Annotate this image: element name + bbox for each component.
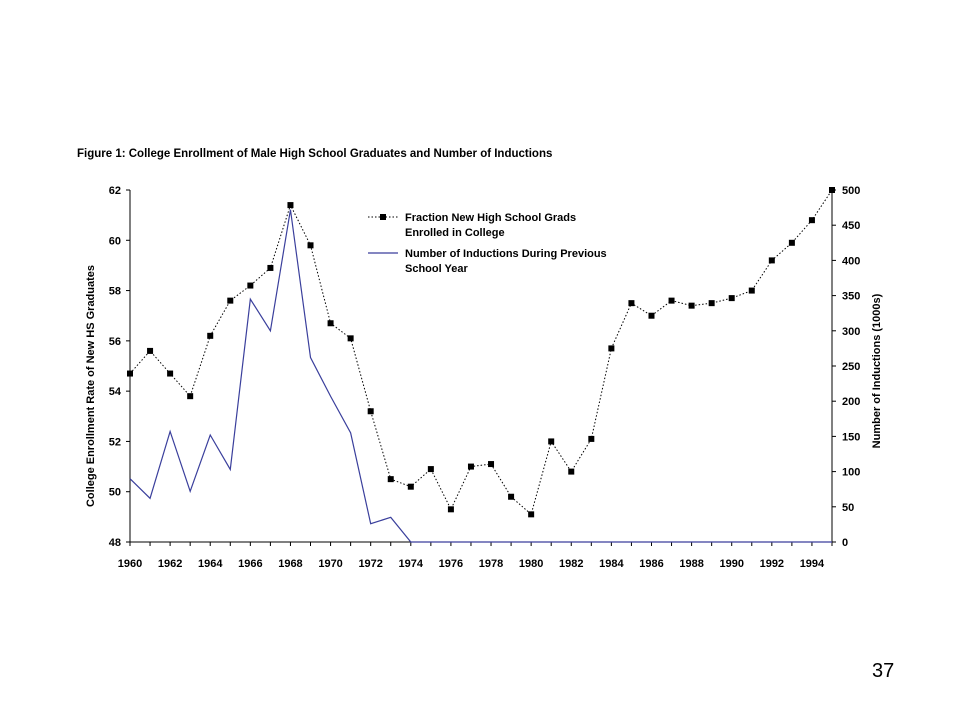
data-point-enrollment bbox=[588, 435, 595, 442]
chart-title: Figure 1: College Enrollment of Male Hig… bbox=[77, 148, 553, 160]
y2-tick-label: 400 bbox=[842, 255, 860, 267]
y-tick-label: 58 bbox=[109, 286, 121, 298]
y-tick-label: 52 bbox=[109, 436, 121, 448]
legend-label-enrollment: Fraction New High School Grads bbox=[405, 212, 576, 224]
legend-marker-enrollment bbox=[380, 214, 386, 220]
data-point-enrollment bbox=[748, 287, 755, 294]
x-tick-label: 1978 bbox=[479, 558, 503, 570]
x-tick-label: 1966 bbox=[238, 558, 262, 570]
y2-tick-label: 50 bbox=[842, 502, 854, 514]
data-point-enrollment bbox=[247, 282, 254, 289]
legend-label-inductions-line2: School Year bbox=[405, 263, 468, 275]
y-tick-label: 48 bbox=[109, 537, 121, 549]
y-tick-label: 50 bbox=[109, 487, 121, 499]
data-point-enrollment bbox=[528, 511, 535, 518]
data-point-enrollment bbox=[347, 335, 354, 342]
data-point-enrollment bbox=[387, 476, 394, 483]
data-point-enrollment bbox=[307, 242, 314, 249]
x-tick-label: 1960 bbox=[118, 558, 142, 570]
x-tick-label: 1986 bbox=[639, 558, 663, 570]
plot-area bbox=[129, 190, 833, 543]
data-point-enrollment bbox=[267, 264, 274, 271]
series-line-inductions bbox=[129, 209, 832, 543]
y2-tick-label: 500 bbox=[842, 185, 860, 197]
y2-tick-label: 250 bbox=[842, 361, 860, 373]
data-point-enrollment bbox=[327, 320, 334, 327]
x-tick-label: 1970 bbox=[318, 558, 342, 570]
y-axis-right: 0 50 100 150 200 250 300 350 400 450 500 bbox=[832, 185, 860, 549]
data-point-enrollment bbox=[167, 370, 174, 377]
x-axis: 1960 1962 1964 1966 1968 1970 1972 1974 1976 1978… bbox=[118, 542, 833, 570]
data-point-enrollment bbox=[127, 370, 133, 377]
x-tick-label: 1988 bbox=[679, 558, 703, 570]
y-axis-left: 48 50 52 54 56 58 60 62 bbox=[109, 185, 130, 549]
y-tick-label: 54 bbox=[109, 386, 122, 398]
data-point-enrollment bbox=[648, 312, 655, 319]
y2-tick-label: 350 bbox=[842, 291, 860, 303]
y2-tick-label: 150 bbox=[842, 431, 860, 443]
data-point-enrollment bbox=[227, 297, 234, 304]
x-tick-label: 1972 bbox=[358, 558, 382, 570]
data-point-enrollment bbox=[427, 466, 434, 473]
data-point-enrollment bbox=[508, 493, 515, 500]
y-tick-label: 56 bbox=[109, 336, 121, 348]
x-tick-label: 1962 bbox=[158, 558, 182, 570]
x-tick-label: 1994 bbox=[800, 558, 825, 570]
data-point-enrollment bbox=[808, 217, 815, 224]
y-tick-label: 62 bbox=[109, 185, 121, 197]
y2-tick-label: 300 bbox=[842, 326, 860, 338]
x-tick-label: 1992 bbox=[760, 558, 784, 570]
data-point-enrollment bbox=[728, 295, 735, 302]
y-tick-label: 60 bbox=[109, 235, 121, 247]
data-point-enrollment bbox=[447, 506, 454, 513]
x-tick-label: 1974 bbox=[399, 558, 424, 570]
data-point-enrollment bbox=[287, 202, 294, 209]
data-point-enrollment bbox=[628, 300, 635, 307]
data-point-enrollment bbox=[548, 438, 555, 445]
page-number: 37 bbox=[872, 660, 895, 682]
y-axis-left-label: College Enrollment Rate of New HS Gradua… bbox=[85, 265, 97, 507]
data-point-enrollment bbox=[407, 483, 414, 490]
x-tick-label: 1976 bbox=[439, 558, 463, 570]
x-tick-label: 1968 bbox=[278, 558, 302, 570]
data-point-enrollment bbox=[788, 239, 795, 246]
y2-tick-label: 450 bbox=[842, 220, 860, 232]
data-point-enrollment bbox=[608, 345, 615, 352]
data-point-enrollment bbox=[668, 297, 675, 304]
y-axis-right-label: Number of Inductions (1000s) bbox=[871, 293, 883, 448]
y2-tick-label: 0 bbox=[842, 537, 848, 549]
data-point-enrollment bbox=[187, 393, 194, 400]
data-point-enrollment bbox=[207, 332, 214, 339]
x-tick-label: 1980 bbox=[519, 558, 543, 570]
data-point-enrollment bbox=[768, 257, 775, 264]
x-tick-label: 1984 bbox=[599, 558, 624, 570]
data-point-enrollment bbox=[688, 302, 695, 309]
legend-label-inductions: Number of Inductions During Previous bbox=[405, 248, 607, 260]
x-tick-label: 1990 bbox=[719, 558, 743, 570]
data-point-enrollment bbox=[488, 461, 495, 468]
y2-tick-label: 100 bbox=[842, 467, 860, 479]
x-tick-label: 1964 bbox=[198, 558, 223, 570]
data-point-enrollment bbox=[568, 468, 575, 475]
x-tick-label: 1982 bbox=[559, 558, 583, 570]
y2-tick-label: 200 bbox=[842, 396, 860, 408]
legend-label-enrollment-line2: Enrolled in College bbox=[405, 227, 505, 239]
data-point-enrollment bbox=[367, 408, 374, 415]
legend: Fraction New High School Grads Enrolled … bbox=[368, 212, 607, 275]
series-layer bbox=[127, 187, 835, 543]
data-point-enrollment bbox=[467, 463, 474, 470]
data-point-enrollment bbox=[708, 300, 715, 307]
series-line-enrollment bbox=[129, 189, 833, 516]
data-point-enrollment bbox=[829, 187, 835, 193]
data-point-enrollment bbox=[147, 347, 154, 354]
